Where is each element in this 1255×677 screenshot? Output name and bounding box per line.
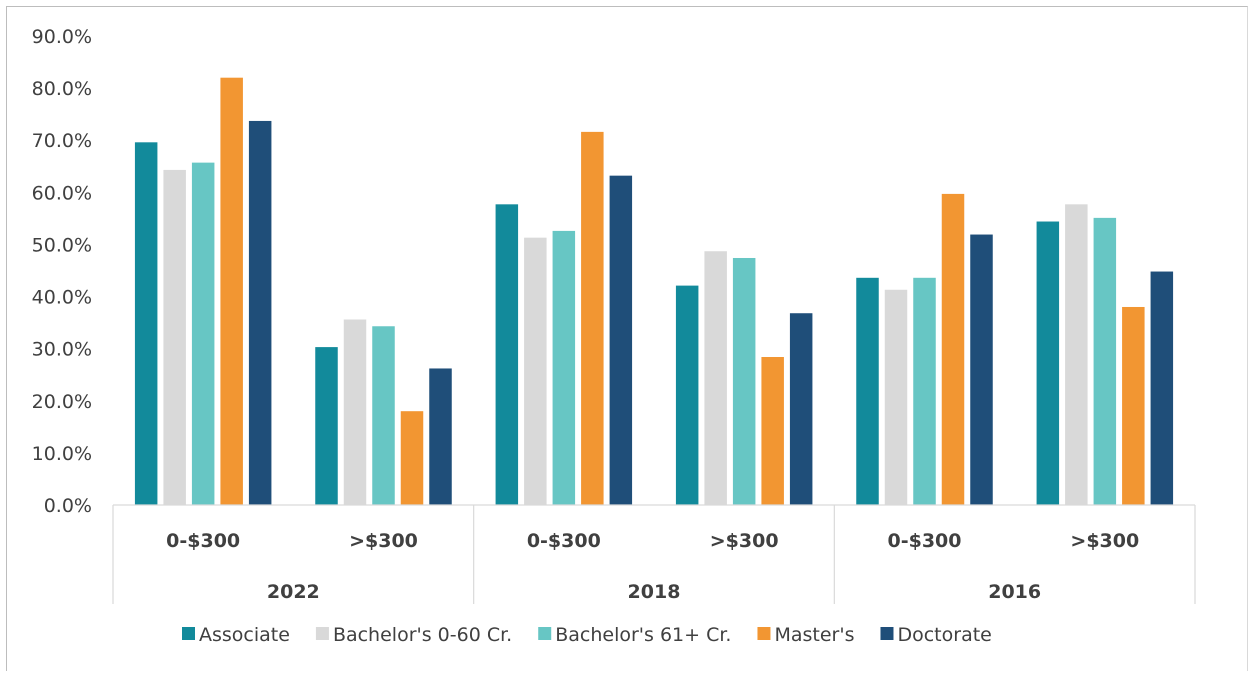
bar (609, 175, 633, 505)
x-axis: 0-$300 >$300 0-$300 >$300 0-$300 >$300 2022 201… (112, 504, 1196, 604)
legend: Associate Bachelor's 0-60 Cr. Bachelor's 6… (182, 624, 992, 646)
legend-swatch (880, 627, 894, 640)
legend-label: Associate (199, 624, 290, 646)
bar (134, 142, 158, 505)
bar (552, 230, 576, 505)
y-tick-label: 0.0% (44, 495, 92, 517)
bar (1122, 306, 1145, 505)
bar (163, 169, 186, 505)
legend-label: Doctorate (897, 624, 991, 646)
bar (248, 120, 272, 505)
bar (789, 313, 813, 505)
category-label: 0-$300 (166, 530, 240, 552)
group-label: 2018 (628, 581, 681, 603)
category-label: 0-$300 (888, 530, 962, 552)
legend-label: Bachelor's 61+ Cr. (555, 624, 731, 646)
y-axis: 0.0% 10.0% 20.0% 30.0% 40.0% 50.0% 60.0% 70.0% 8… (32, 26, 92, 517)
category-label: >$300 (710, 530, 779, 552)
bar (913, 277, 936, 505)
bar (581, 131, 604, 505)
bar (400, 411, 424, 505)
legend-swatch (538, 627, 552, 640)
bar (524, 237, 547, 506)
bar (1065, 204, 1088, 505)
bar (1150, 271, 1174, 505)
bars (134, 77, 1174, 506)
bar (495, 204, 519, 505)
y-tick-label: 20.0% (32, 391, 92, 413)
bar (372, 326, 395, 505)
bar (761, 357, 784, 505)
legend-swatch (182, 627, 195, 640)
bar (856, 277, 879, 505)
bar (1093, 217, 1117, 505)
y-tick-label: 90.0% (32, 26, 92, 48)
legend-swatch (757, 627, 771, 640)
bar (970, 234, 993, 506)
legend-label: Master's (774, 624, 854, 646)
bar (429, 368, 452, 505)
category-label: >$300 (349, 530, 418, 552)
bar (1036, 221, 1060, 505)
bar (704, 251, 727, 505)
bar (732, 257, 756, 505)
bar (884, 289, 908, 505)
y-tick-label: 40.0% (32, 287, 92, 309)
bar (315, 347, 338, 505)
category-label: 0-$300 (527, 530, 601, 552)
bar (220, 77, 243, 505)
y-tick-label: 50.0% (32, 234, 92, 256)
y-tick-label: 70.0% (32, 130, 92, 152)
group-label: 2016 (988, 581, 1041, 603)
bar (675, 285, 699, 505)
y-tick-label: 10.0% (32, 443, 92, 465)
chart-frame (6, 6, 1248, 671)
group-label: 2022 (267, 581, 320, 603)
y-tick-label: 30.0% (32, 339, 92, 361)
category-label: >$300 (1070, 530, 1139, 552)
y-tick-label: 80.0% (32, 78, 92, 100)
legend-swatch (315, 627, 329, 640)
bar (191, 162, 215, 505)
bar (941, 193, 965, 505)
legend-label: Bachelor's 0-60 Cr. (333, 624, 512, 646)
y-tick-label: 60.0% (32, 182, 92, 204)
bar (343, 319, 367, 505)
